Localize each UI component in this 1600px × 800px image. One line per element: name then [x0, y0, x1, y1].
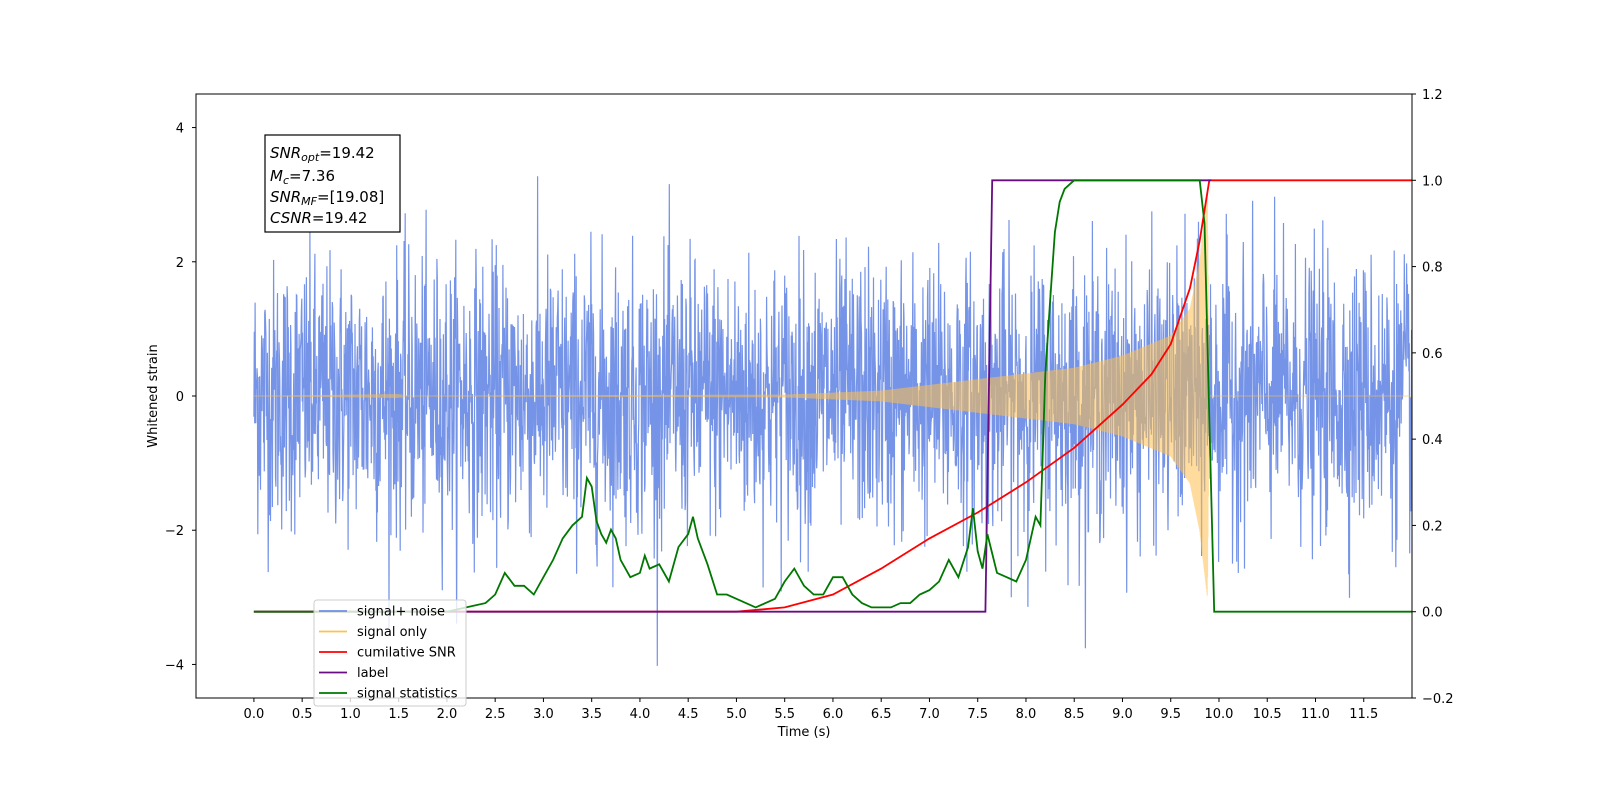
x-tick-label: 10.0 — [1205, 707, 1234, 722]
x-tick-label: 11.5 — [1349, 707, 1378, 722]
y-left-tick-label: 0 — [176, 390, 184, 405]
legend-label: label — [357, 666, 388, 681]
snr-opt-text: SNRopt=19.42 — [270, 144, 375, 164]
y-left-tick-label: −4 — [165, 658, 184, 673]
y-left-tick-label: 2 — [176, 256, 184, 271]
x-axis: 0.0 0.5 1.0 1.5 2.0 2.5 3.0 3.5 4.0 4.5 5.0 5.5 6.0 6… — [244, 698, 1378, 722]
x-tick-label: 0.0 — [244, 707, 265, 722]
x-tick-label: 9.0 — [1112, 707, 1133, 722]
y-right-tick-label: 0.8 — [1422, 261, 1443, 276]
mc-text: Mc=7.36 — [270, 167, 335, 187]
x-tick-label: 2.0 — [437, 707, 458, 722]
legend-label: cumilative SNR — [357, 646, 456, 661]
y-right-tick-label: −0.2 — [1422, 692, 1454, 707]
x-tick-label: 11.0 — [1301, 707, 1330, 722]
series-signal-noise-line — [253, 176, 1412, 666]
annotation-box: SNRopt=19.42 Mc=7.36 SNRMF=[19.08] CSNR=… — [264, 134, 401, 233]
series-signal-only-line — [253, 194, 1412, 596]
legend-label: signal statistics — [357, 687, 458, 702]
x-tick-label: 10.5 — [1253, 707, 1282, 722]
x-tick-label: 3.5 — [581, 707, 602, 722]
snr-mf-text: SNRMF=[19.08] — [270, 188, 384, 208]
x-tick-label: 4.5 — [678, 707, 699, 722]
y-right-tick-label: 1.2 — [1422, 88, 1443, 103]
x-tick-label: 1.5 — [388, 707, 409, 722]
csnr-text: CSNR=19.42 — [270, 209, 367, 227]
x-axis-label: Time (s) — [777, 725, 831, 740]
x-tick-label: 8.5 — [1064, 707, 1085, 722]
y-right-tick-label: 0.6 — [1422, 347, 1443, 362]
y-right-tick-label: 0.0 — [1422, 606, 1443, 621]
y-axis-label: Whitened strain — [146, 344, 161, 447]
x-tick-label: 8.0 — [1016, 707, 1037, 722]
x-tick-label: 7.0 — [919, 707, 940, 722]
x-tick-label: 6.5 — [871, 707, 892, 722]
x-tick-label: 9.5 — [1160, 707, 1181, 722]
x-tick-label: 5.0 — [726, 707, 747, 722]
y-right-tick-label: 1.0 — [1422, 174, 1443, 189]
x-tick-label: 1.0 — [340, 707, 361, 722]
y-right-tick-label: 0.2 — [1422, 519, 1443, 534]
series-label-line — [253, 179, 1212, 613]
x-tick-label: 6.0 — [823, 707, 844, 722]
x-tick-label: 5.5 — [774, 707, 795, 722]
y-axis-right: −0.2 0.0 0.2 0.4 0.6 0.8 1.0 1.2 — [1412, 88, 1454, 707]
y-axis-left: −4 −2 0 2 4 — [165, 122, 196, 673]
legend-label: signal+ noise — [357, 605, 445, 620]
series-signal-statistics-line — [253, 179, 1412, 613]
series-cumilative-snr-line — [253, 179, 1412, 613]
y-left-tick-label: −2 — [165, 524, 184, 539]
legend-label: signal only — [357, 625, 427, 640]
legend: signal+ noise signal only cumilative SNR la… — [313, 599, 467, 707]
x-tick-label: 0.5 — [292, 707, 313, 722]
x-tick-label: 7.5 — [967, 707, 988, 722]
x-tick-label: 4.0 — [630, 707, 651, 722]
x-tick-label: 2.5 — [485, 707, 506, 722]
x-tick-label: 3.0 — [533, 707, 554, 722]
y-right-tick-label: 0.4 — [1422, 433, 1443, 448]
y-left-tick-label: 4 — [176, 122, 184, 137]
